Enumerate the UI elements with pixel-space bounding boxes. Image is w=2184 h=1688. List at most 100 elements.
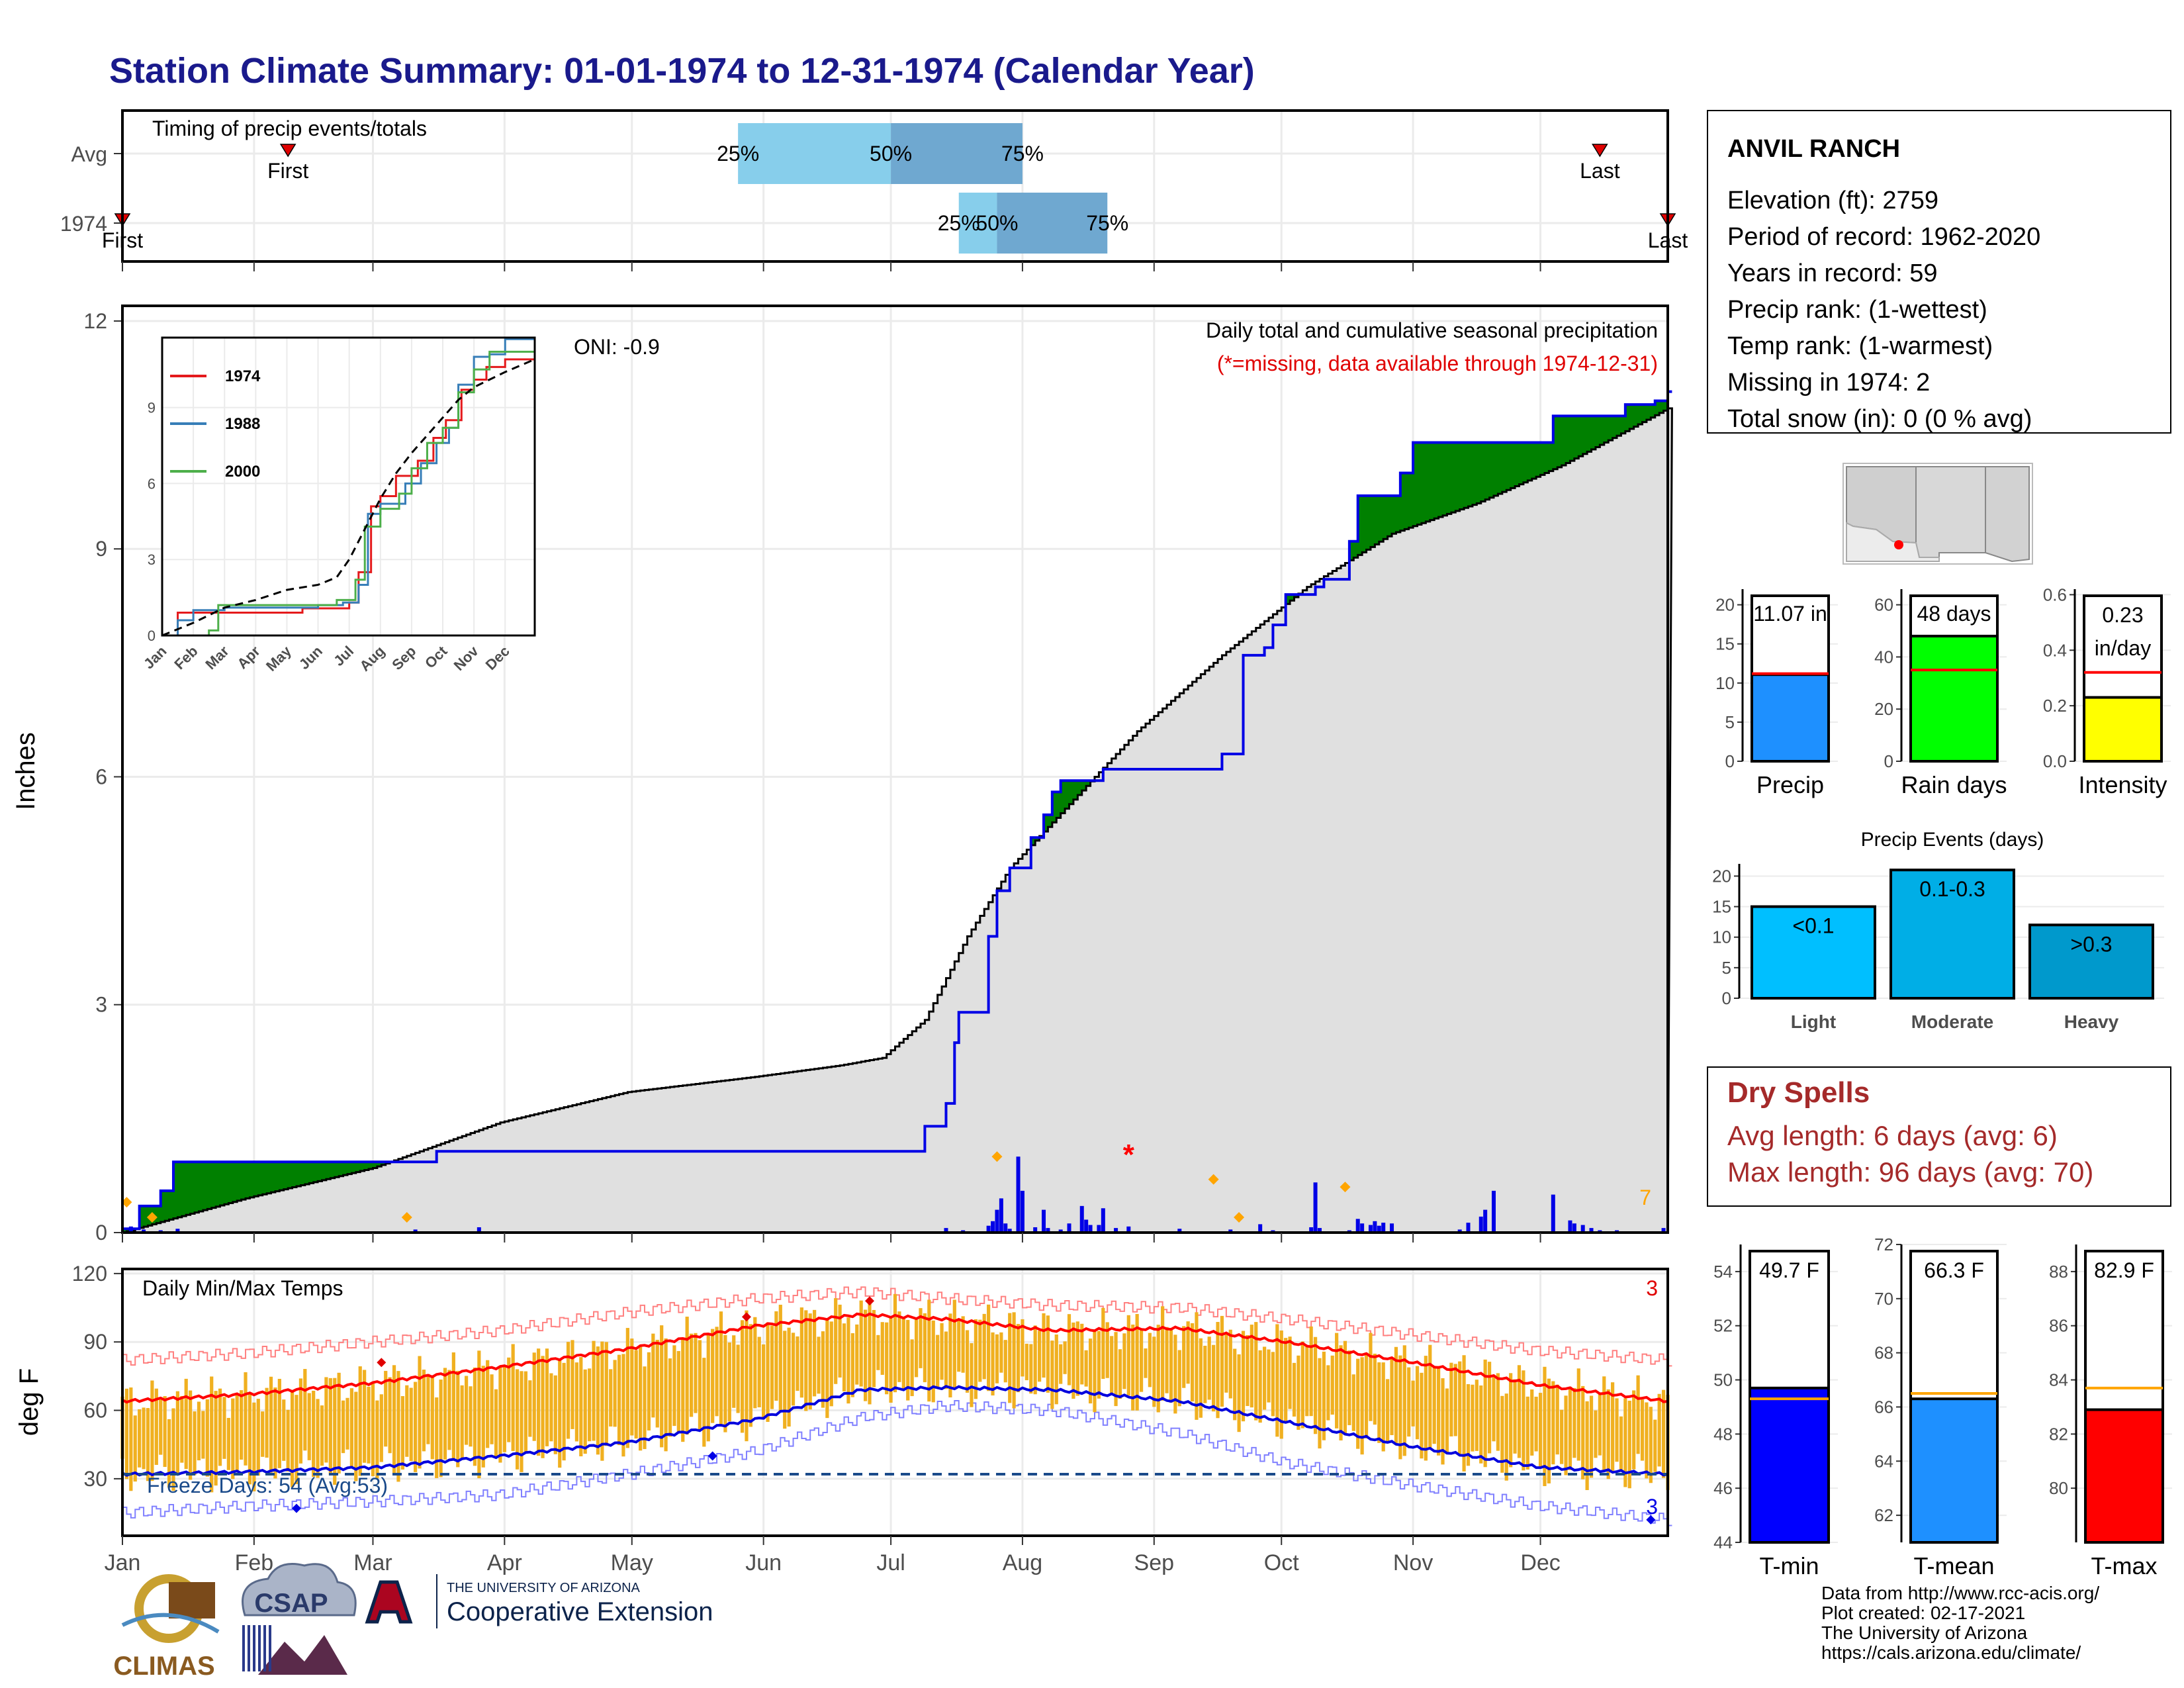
y-tick-label: 60 — [83, 1399, 107, 1423]
footer-credits: Data from http://www.rcc-acis.org/ Plot … — [1821, 1583, 2099, 1663]
mini-y-tick: 0.6 — [2043, 585, 2067, 604]
daily-temp-bar — [265, 1387, 269, 1458]
daily-temp-bar — [392, 1365, 396, 1474]
daily-temp-bar — [872, 1309, 876, 1387]
daily-temp-bar — [363, 1370, 367, 1463]
temp-bar-y-tick: 86 — [2049, 1316, 2068, 1336]
daily-temp-bar — [295, 1395, 298, 1485]
daily-precip-bar — [1377, 1225, 1381, 1233]
daily-temp-bar — [1492, 1376, 1496, 1442]
daily-temp-bar — [617, 1354, 621, 1446]
avg-max-line — [122, 1312, 1668, 1404]
daily-temp-bar — [486, 1360, 490, 1448]
timing-panel-frame — [121, 109, 1669, 263]
mini-bar-name: Precip — [1756, 771, 1824, 798]
daily-precip-bar — [1058, 1229, 1063, 1233]
daily-temp-bar — [175, 1391, 179, 1475]
daily-temp-bar — [868, 1301, 872, 1405]
map-texas — [1985, 466, 2030, 563]
inset-y-tick: 0 — [148, 628, 156, 644]
daily-temp-bar — [791, 1333, 796, 1406]
daily-temp-bar — [447, 1370, 451, 1450]
station-info-line: Period of record: 1962-2020 — [1727, 223, 2040, 251]
timing-25-label: 25% — [717, 142, 759, 165]
daily-temp-bar — [991, 1332, 995, 1396]
daily-precip-bar — [1228, 1229, 1233, 1233]
dry-spells-max: Max length: 96 days (avg: 70) — [1727, 1156, 2093, 1188]
daily-precip-bar — [1368, 1225, 1373, 1233]
daily-temp-bar — [1415, 1366, 1420, 1440]
daily-temp-bar — [1003, 1340, 1007, 1383]
inset-y-tick: 3 — [148, 551, 156, 568]
daily-temp-bar — [345, 1397, 349, 1450]
daily-temp-bar — [214, 1391, 218, 1486]
station-info-line: Total snow (in): 0 (0 % avg) — [1727, 405, 2032, 433]
daily-temp-bar — [307, 1393, 311, 1460]
mini-y-tick: 0 — [1884, 751, 1893, 771]
daily-temp-bar — [804, 1310, 808, 1411]
daily-temp-bar — [1517, 1365, 1522, 1458]
daily-temp-bar — [1207, 1336, 1211, 1400]
station-info-line: Years in record: 59 — [1727, 259, 1938, 287]
daily-precip-bar — [1097, 1225, 1101, 1233]
daily-temp-bar — [1351, 1374, 1355, 1431]
daily-temp-bar — [341, 1400, 345, 1454]
daily-temp-bar — [1220, 1315, 1224, 1407]
events-bar-label: >0.3 — [2070, 932, 2112, 956]
daily-temp-bar — [1080, 1323, 1084, 1385]
month-tick-label: Jul — [876, 1550, 905, 1575]
daily-temp-bar — [1326, 1365, 1330, 1421]
daily-temp-bar — [1042, 1313, 1046, 1378]
daily-temp-bar — [885, 1322, 889, 1395]
daily-temp-bar — [1407, 1367, 1411, 1437]
daily-precip-bar — [1088, 1225, 1093, 1233]
inset-series-line — [161, 358, 535, 637]
daily-precip-bar — [995, 1209, 999, 1233]
daily-temp-bar — [316, 1399, 320, 1478]
daily-temp-bar — [1339, 1345, 1343, 1440]
daily-temp-bar — [1568, 1386, 1572, 1470]
temp-panel: 30 60 90 120 deg F Daily Min/Max Temps 3 3 Freez… — [15, 1262, 1672, 1575]
daily-temp-bar — [834, 1298, 838, 1384]
daily-temp-bar — [1122, 1333, 1126, 1389]
daily-temp-bar — [999, 1332, 1003, 1373]
daily-temp-bar — [1300, 1341, 1304, 1429]
daily-temp-bar — [129, 1387, 133, 1491]
daily-precip-bar — [1126, 1226, 1131, 1233]
mini-chart-0: 0 5 10 15 20 11.07 in Precip — [1715, 589, 1838, 798]
precip-events-chart: Precip Events (days) 0 5 10 15 20 <0.1 Light 0.1… — [1712, 829, 2164, 1032]
daily-temp-bar — [1555, 1384, 1559, 1455]
daily-temp-bar — [1645, 1402, 1649, 1479]
daily-temp-bar — [897, 1311, 901, 1382]
daily-temp-bar — [502, 1366, 506, 1452]
daily-temp-bar — [1016, 1324, 1021, 1393]
daily-temp-bar — [1661, 1389, 1666, 1478]
daily-precip-bar — [1258, 1224, 1263, 1233]
daily-temp-bar — [1390, 1358, 1394, 1435]
daily-temp-bar — [1271, 1352, 1275, 1417]
daily-temp-bar — [1024, 1343, 1028, 1381]
daily-temp-bar — [1581, 1385, 1585, 1479]
daily-temp-bar — [1453, 1364, 1457, 1436]
daily-temp-bar — [142, 1407, 146, 1470]
month-tick-label: Aug — [1003, 1550, 1043, 1575]
daily-temp-bar — [460, 1385, 464, 1460]
mini-y-tick: 10 — [1715, 673, 1735, 693]
daily-temp-bar — [244, 1372, 248, 1466]
daily-temp-bar — [787, 1327, 791, 1427]
mini-y-tick: 20 — [1874, 699, 1893, 719]
daily-precip-bar — [944, 1228, 948, 1233]
daily-temp-bar — [1046, 1315, 1050, 1393]
daily-temp-bar — [1246, 1335, 1250, 1407]
daily-temp-bar — [1029, 1344, 1033, 1394]
daily-temp-bar — [133, 1415, 137, 1482]
daily-temp-bar — [1356, 1358, 1360, 1449]
daily-temp-bar — [1449, 1362, 1453, 1436]
footer-line: Plot created: 02-17-2021 — [1821, 1603, 2026, 1623]
daily-temp-bar — [1585, 1401, 1589, 1490]
month-tick-label: Nov — [1393, 1550, 1433, 1575]
footer-line: The University of Arizona — [1821, 1622, 2028, 1643]
daily-temp-bar — [312, 1390, 316, 1477]
temp-bar-y-tick: 62 — [1874, 1505, 1893, 1525]
daily-temp-bar — [1131, 1324, 1135, 1411]
